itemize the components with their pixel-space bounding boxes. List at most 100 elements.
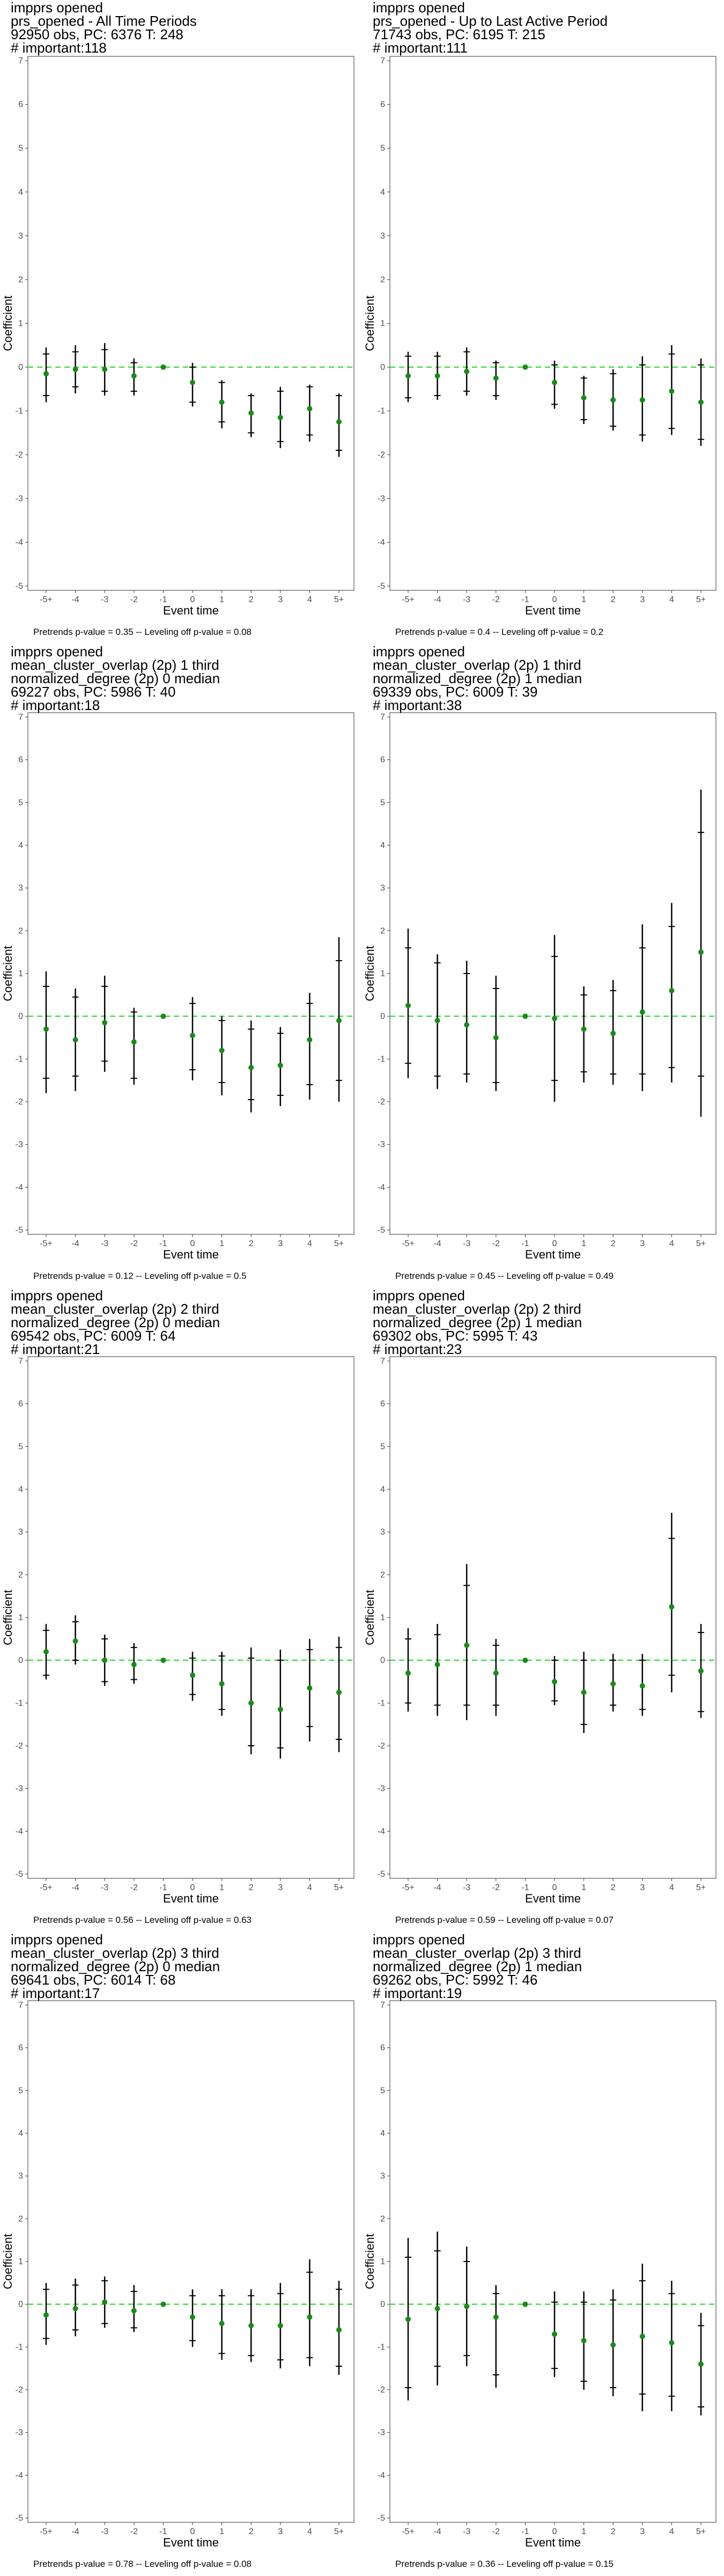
coefficient-point <box>248 1065 254 1071</box>
y-tick-label: 5 <box>18 798 23 807</box>
chart-title-block: imppr​s opened prs_opened - All Time Peri… <box>11 1 197 55</box>
x-tick-label: 1 <box>581 1239 586 1248</box>
plot-border <box>27 2000 354 2523</box>
x-tick-label: 5+ <box>696 2527 706 2536</box>
y-tick-label: -5 <box>378 2514 385 2523</box>
chart-title-line: imppr​s opened <box>11 1931 103 1948</box>
y-tick-label: 2 <box>18 275 23 284</box>
coefficient-point <box>669 1604 675 1610</box>
x-tick-label: 1 <box>219 1883 224 1892</box>
plot-border <box>27 1356 354 1879</box>
y-tick-label: -2 <box>378 1741 385 1751</box>
y-tick-label: 3 <box>18 231 23 240</box>
coefficient-point <box>72 2306 78 2311</box>
y-tick-label: -3 <box>378 494 385 503</box>
coefficient-point <box>581 395 587 401</box>
coefficient-point <box>102 367 108 372</box>
coefficient-point <box>307 1685 313 1691</box>
y-tick-label: 7 <box>18 56 23 65</box>
x-tick-label: 1 <box>219 1239 224 1248</box>
y-tick-label: 5 <box>380 2086 385 2095</box>
x-tick-label: 5+ <box>334 1239 344 1248</box>
chart-panel-1: -5 -4 -3 -2 -1 0 1 2 3 4 5 6 7 -5+ -4 -3 -2 -1 0 1 2 3 4 5+ Even… <box>0 0 362 644</box>
y-axis-title: Coefficient <box>1 296 14 352</box>
coefficient-point <box>131 2308 137 2314</box>
y-tick-label: -1 <box>16 2343 23 2352</box>
coefficient-point <box>669 388 675 394</box>
coefficient-point <box>219 399 225 405</box>
coefficient-point <box>277 414 283 420</box>
x-tick-label: -2 <box>492 1883 500 1892</box>
y-tick-label: 6 <box>380 100 385 109</box>
x-tick-label: 5+ <box>696 1239 706 1248</box>
x-tick-label: 3 <box>640 1239 645 1248</box>
y-tick-label: -1 <box>16 407 23 416</box>
coefficient-point <box>493 2314 499 2320</box>
p-value-footer: Pretrends p-value = 0.35 -- Leveling off… <box>33 627 252 637</box>
coefficient-point <box>72 367 78 372</box>
p-value-footer: Pretrends p-value = 0.12 -- Leveling off… <box>33 1271 247 1281</box>
y-tick-label: -3 <box>16 2428 23 2438</box>
x-tick-label: 0 <box>190 1883 195 1892</box>
coefficient-point <box>102 1020 108 1026</box>
coefficient-point <box>405 373 411 379</box>
y-tick-label: 0 <box>380 1012 385 1021</box>
y-tick-label: 1 <box>380 969 385 978</box>
y-tick-label: -4 <box>378 1183 385 1192</box>
x-tick-label: 4 <box>669 2527 674 2536</box>
x-axis-title: Event time <box>163 604 219 617</box>
x-tick-label: 0 <box>190 2527 195 2536</box>
chart-title-block: imppr​s opened mean_cluster_overlap (2p) … <box>373 1289 582 1356</box>
plot-border <box>27 712 354 1235</box>
chart-title-block: imppr​s opened mean_cluster_overlap (2p) … <box>11 1289 220 1356</box>
x-tick-label: -2 <box>492 595 500 604</box>
x-tick-label: -4 <box>71 1239 79 1248</box>
plot-border <box>389 56 716 591</box>
chart-title-line: mean_cluster_overlap (2p) 2 third <box>11 1301 219 1317</box>
coefficient-point <box>698 1668 704 1674</box>
y-tick-label: -4 <box>378 538 385 547</box>
x-tick-label: 0 <box>552 1883 557 1892</box>
x-tick-label: -3 <box>101 1239 108 1248</box>
y-tick-label: 1 <box>380 1613 385 1622</box>
x-tick-label: 0 <box>190 595 195 604</box>
chart-panel-5: -5 -4 -3 -2 -1 0 1 2 3 4 5 6 7 -5+ -4 -3 -2 -1 0 1 2 3 4 5+ Even… <box>0 1288 362 1932</box>
y-tick-label: 3 <box>380 2172 385 2181</box>
x-tick-label: 3 <box>640 1883 645 1892</box>
y-tick-label: 6 <box>18 100 23 109</box>
x-tick-label: -5+ <box>40 2527 53 2536</box>
y-tick-label: 5 <box>18 1442 23 1451</box>
coefficient-point <box>552 379 557 385</box>
y-tick-label: -3 <box>16 1140 23 1150</box>
coefficient-point <box>698 949 704 955</box>
y-tick-label: 2 <box>380 1570 385 1579</box>
coefficient-point <box>160 1013 166 1019</box>
coefficient-point <box>464 1022 470 1028</box>
y-tick-label: 5 <box>380 1442 385 1451</box>
coefficient-point <box>102 1657 108 1663</box>
x-tick-label: 0 <box>552 595 557 604</box>
chart-title-line: mean_cluster_overlap (2p) 2 third <box>373 1301 581 1317</box>
coefficient-point <box>248 1700 254 1706</box>
x-tick-label: -4 <box>433 1239 441 1248</box>
coefficient-point <box>581 2338 587 2344</box>
coefficient-point <box>43 1649 49 1655</box>
y-axis-title: Coefficient <box>363 946 376 1001</box>
chart-title-line: mean_cluster_overlap (2p) 1 third <box>11 657 219 673</box>
coefficient-point <box>277 2323 283 2329</box>
y-tick-label: 3 <box>18 1528 23 1537</box>
x-tick-label: 4 <box>307 595 312 604</box>
chart-title-line: imppr​s opened <box>11 643 103 660</box>
chart-title-line: 69302 obs, PC: 5995 T: 43 <box>373 1328 538 1344</box>
chart-panel-8: -5 -4 -3 -2 -1 0 1 2 3 4 5 6 7 -5+ -4 -3 -2 -1 0 1 2 3 4 5+ Even… <box>362 1932 724 2576</box>
y-tick-label: 4 <box>18 188 23 197</box>
chart-title-line: imppr​s opened <box>373 0 465 16</box>
y-tick-label: -5 <box>16 1870 23 1879</box>
y-tick-label: 2 <box>380 926 385 935</box>
chart-title-line: # important:21 <box>11 1341 100 1357</box>
coefficient-point <box>464 1642 470 1648</box>
x-axis-title: Event time <box>163 1248 219 1261</box>
y-tick-label: -1 <box>378 2343 385 2352</box>
coefficient-point <box>336 419 342 425</box>
x-tick-label: -4 <box>71 1883 79 1892</box>
